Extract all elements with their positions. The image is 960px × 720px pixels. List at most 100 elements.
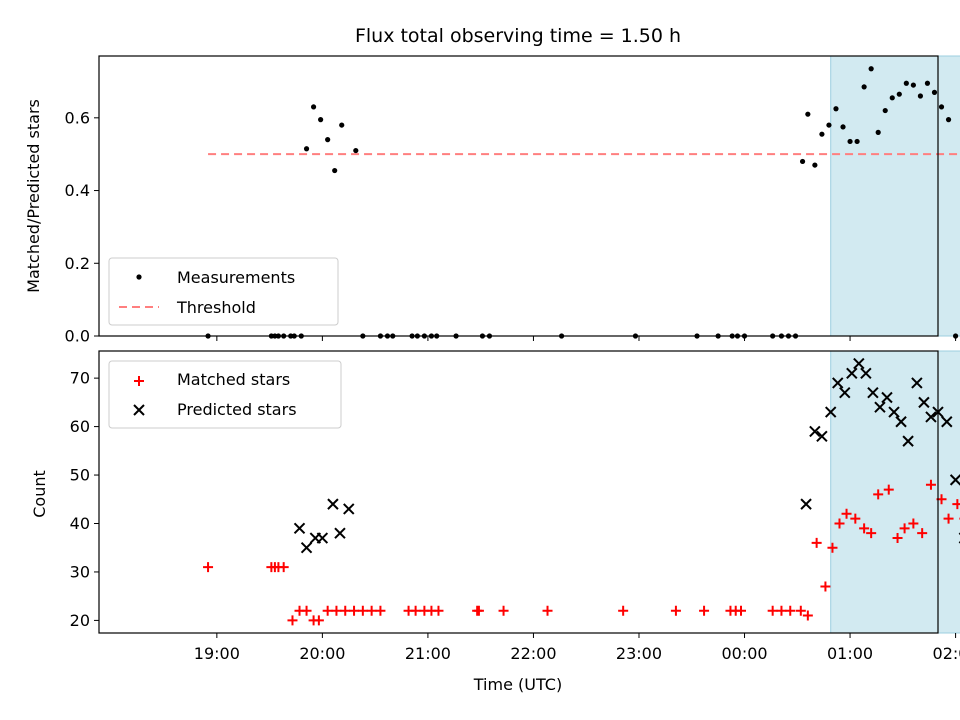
measurement-point <box>924 80 931 86</box>
matched-stars-point <box>542 605 553 616</box>
predicted-stars-point <box>809 425 821 438</box>
y-tick-label: 50 <box>70 466 90 485</box>
measurement-point <box>875 129 881 135</box>
matched-stars-point <box>820 581 831 592</box>
matched-stars-point <box>357 605 368 616</box>
predicted-stars-point <box>949 474 960 486</box>
measurement-point <box>826 122 832 128</box>
matched-stars-point <box>908 518 919 529</box>
matched-stars-point <box>203 562 214 573</box>
matched-stars-point <box>952 499 960 510</box>
matched-stars-point <box>873 489 884 500</box>
measurement-point <box>903 80 909 86</box>
matched-stars-point <box>834 518 845 529</box>
predicted-stars-point <box>800 498 812 510</box>
y-tick-label: 0.2 <box>65 254 90 273</box>
y-tick-label: 0.4 <box>65 181 90 200</box>
matched-stars-point <box>802 610 813 621</box>
y-tick-label: 0.6 <box>65 108 90 127</box>
measurement-point <box>861 84 867 90</box>
x-tick-label: 22:00 <box>510 644 556 663</box>
measurement-point <box>896 91 902 97</box>
predicted-stars-point <box>911 377 923 389</box>
y-tick-label: 60 <box>70 417 90 436</box>
measurement-point <box>889 95 895 101</box>
matched-stars-point <box>670 605 681 616</box>
measurement-point <box>819 131 825 137</box>
bottom-y-axis-label: Count <box>30 470 49 518</box>
y-tick-label: 70 <box>70 369 90 388</box>
measurement-point <box>799 158 806 165</box>
observing-window-shade-bottom <box>830 350 960 634</box>
matched-stars-point <box>287 615 298 626</box>
predicted-stars-point <box>327 498 339 510</box>
matched-stars-point <box>917 528 928 539</box>
matched-stars-point <box>699 605 710 616</box>
matched-stars-point <box>331 605 342 616</box>
measurement-point <box>833 106 839 112</box>
matched-stars-point <box>811 537 822 548</box>
predicted-stars-point <box>902 435 914 447</box>
predicted-stars-point <box>824 406 837 418</box>
measurement-point <box>332 167 338 174</box>
predicted-stars-point <box>895 416 907 428</box>
bottom-y-axis: 20 30 40 50 60 70 <box>70 369 99 630</box>
y-tick-label: 0.0 <box>65 327 90 346</box>
top-legend-box <box>108 257 339 326</box>
measurement-point <box>945 117 952 123</box>
measurement-point <box>910 82 916 88</box>
predicted-stars-point <box>853 357 865 370</box>
matched-stars-point <box>827 542 838 553</box>
matched-stars-point <box>410 605 421 616</box>
measurement-point <box>303 146 310 152</box>
measurement-point <box>318 117 324 123</box>
measurement-point <box>840 124 846 130</box>
matched-stars-point <box>349 605 360 616</box>
measurement-point <box>353 147 359 154</box>
matched-stars-point <box>767 605 778 616</box>
matched-stars-point <box>892 533 903 544</box>
measurement-point <box>325 137 331 143</box>
predicted-stars-point <box>334 527 346 539</box>
bottom-plot-frame <box>98 350 939 634</box>
matched-stars-point <box>943 513 954 524</box>
matched-stars-point <box>776 605 787 616</box>
matched-stars-point <box>313 615 324 626</box>
predicted-stars-point <box>839 386 851 399</box>
matched-stars-point <box>866 528 877 539</box>
x-tick-label: 01:00 <box>827 644 873 663</box>
matched-stars-point <box>736 605 747 616</box>
predicted-stars-point <box>343 503 355 515</box>
matched-stars-point <box>473 605 484 616</box>
x-tick-label: 20:00 <box>299 644 345 663</box>
measurement-point <box>854 138 860 145</box>
measurement-point <box>882 107 888 114</box>
matched-stars-legend-marker <box>134 376 144 386</box>
predicted-stars-point <box>846 367 858 379</box>
top-y-axis-label: Matched/Predicted stars <box>24 99 43 293</box>
measurement-point <box>917 93 924 99</box>
measurements-legend-label: Measurements <box>177 268 295 287</box>
bottom-legend-box <box>108 360 342 429</box>
predicted-stars-point <box>874 401 886 413</box>
matched-stars-series <box>203 479 960 626</box>
predicted-stars-point <box>860 367 872 379</box>
measurement-point <box>847 138 853 145</box>
predicted-stars-point <box>816 430 828 442</box>
matched-stars-point <box>322 605 333 616</box>
bottom-legend: Matched stars Predicted stars <box>108 360 342 429</box>
predicted-stars-legend-marker <box>133 404 145 416</box>
predicted-stars-point <box>925 411 937 423</box>
matched-stars-point <box>618 605 629 616</box>
matched-stars-legend-label: Matched stars <box>177 370 290 389</box>
bottom-panel: 20 30 40 50 60 70 19:00 20:00 21:00 22:00 23:00 00… <box>30 350 960 694</box>
top-legend: Measurements Threshold <box>108 257 339 326</box>
y-tick-label: 30 <box>70 562 90 581</box>
measurement-point <box>310 104 317 110</box>
observing-window-shade <box>830 55 960 337</box>
top-x-ticks <box>216 336 957 341</box>
y-tick-label: 20 <box>70 611 90 630</box>
chart-title: Flux total observing time = 1.50 h <box>355 25 681 47</box>
measurements-legend-marker <box>136 274 142 280</box>
